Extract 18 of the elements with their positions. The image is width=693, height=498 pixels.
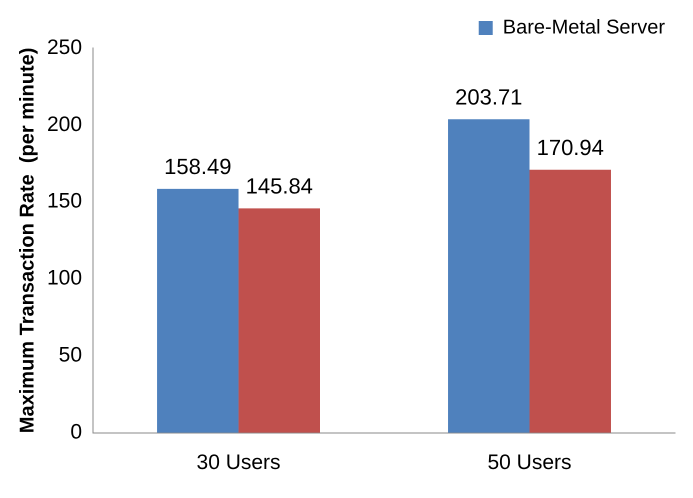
y-tick-label: 150 (46, 190, 82, 213)
x-tick-label: 50 Users (487, 451, 572, 474)
bar (530, 170, 611, 433)
x-tick-label: 30 Users (196, 451, 281, 474)
y-tick-label: 100 (46, 266, 82, 290)
data-label: 158.49 (164, 154, 232, 179)
y-tick-label: 200 (46, 112, 82, 136)
bar (157, 188, 239, 433)
data-label: 170.94 (536, 134, 604, 160)
legend-label: Bare-Metal Server (502, 16, 666, 39)
bar (448, 119, 530, 433)
y-axis-title: Maximum Transaction Rate (per minute) (16, 48, 39, 434)
y-tick-label: 0 (70, 420, 82, 444)
data-label: 145.84 (246, 173, 313, 198)
data-label: 203.71 (455, 84, 522, 110)
y-tick-label: 50 (58, 344, 82, 367)
bar (238, 208, 320, 433)
y-tick-label: 250 (46, 36, 82, 59)
